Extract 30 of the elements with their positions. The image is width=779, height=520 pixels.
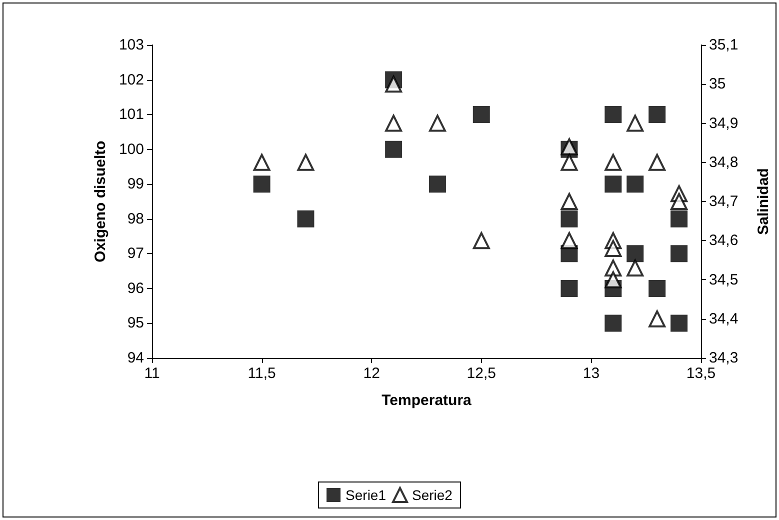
- y-tick-label: 94: [127, 350, 144, 366]
- x-tick-label: 11,5: [248, 365, 276, 382]
- x-tick-label: 13: [582, 365, 600, 382]
- x-axis-title: Temperatura: [382, 392, 472, 409]
- y-axis-title: Oxigeno disuelto: [92, 140, 110, 262]
- y-tick-label: 102: [118, 71, 144, 88]
- y-tick-label: 103: [118, 36, 144, 54]
- y-tick-label: 95: [127, 314, 144, 332]
- y2-axis-title: Salinidad: [755, 168, 772, 235]
- y2-tick-label: 34,9: [709, 114, 738, 132]
- y-tick-label: 98: [127, 210, 144, 228]
- y2-tick-label: 35,1: [709, 36, 738, 54]
- y-tick-label: 101: [118, 106, 144, 124]
- y-tick-label: 99: [127, 176, 144, 193]
- legend-label: Serie2: [412, 487, 453, 503]
- y2-tick-label: 35: [709, 76, 726, 93]
- x-tick-label: 13,5: [686, 365, 716, 382]
- y2-tick-label: 34,5: [709, 271, 738, 288]
- y2-tick-label: 34,4: [709, 310, 738, 328]
- y2-tick-label: 34,3: [709, 350, 738, 366]
- y2-tick-label: 34,6: [709, 232, 738, 250]
- y2-tick-label: 34,7: [709, 193, 738, 210]
- x-tick-label: 12: [363, 365, 380, 382]
- x-tick-label: 12,5: [466, 365, 496, 382]
- y-tick-label: 97: [127, 245, 144, 262]
- x-tick-label: 11: [144, 365, 160, 382]
- y-tick-label: 96: [127, 280, 144, 297]
- y-tick-label: 100: [118, 140, 144, 158]
- y2-tick-label: 34,8: [709, 154, 738, 171]
- legend-label: Serie1: [346, 487, 386, 503]
